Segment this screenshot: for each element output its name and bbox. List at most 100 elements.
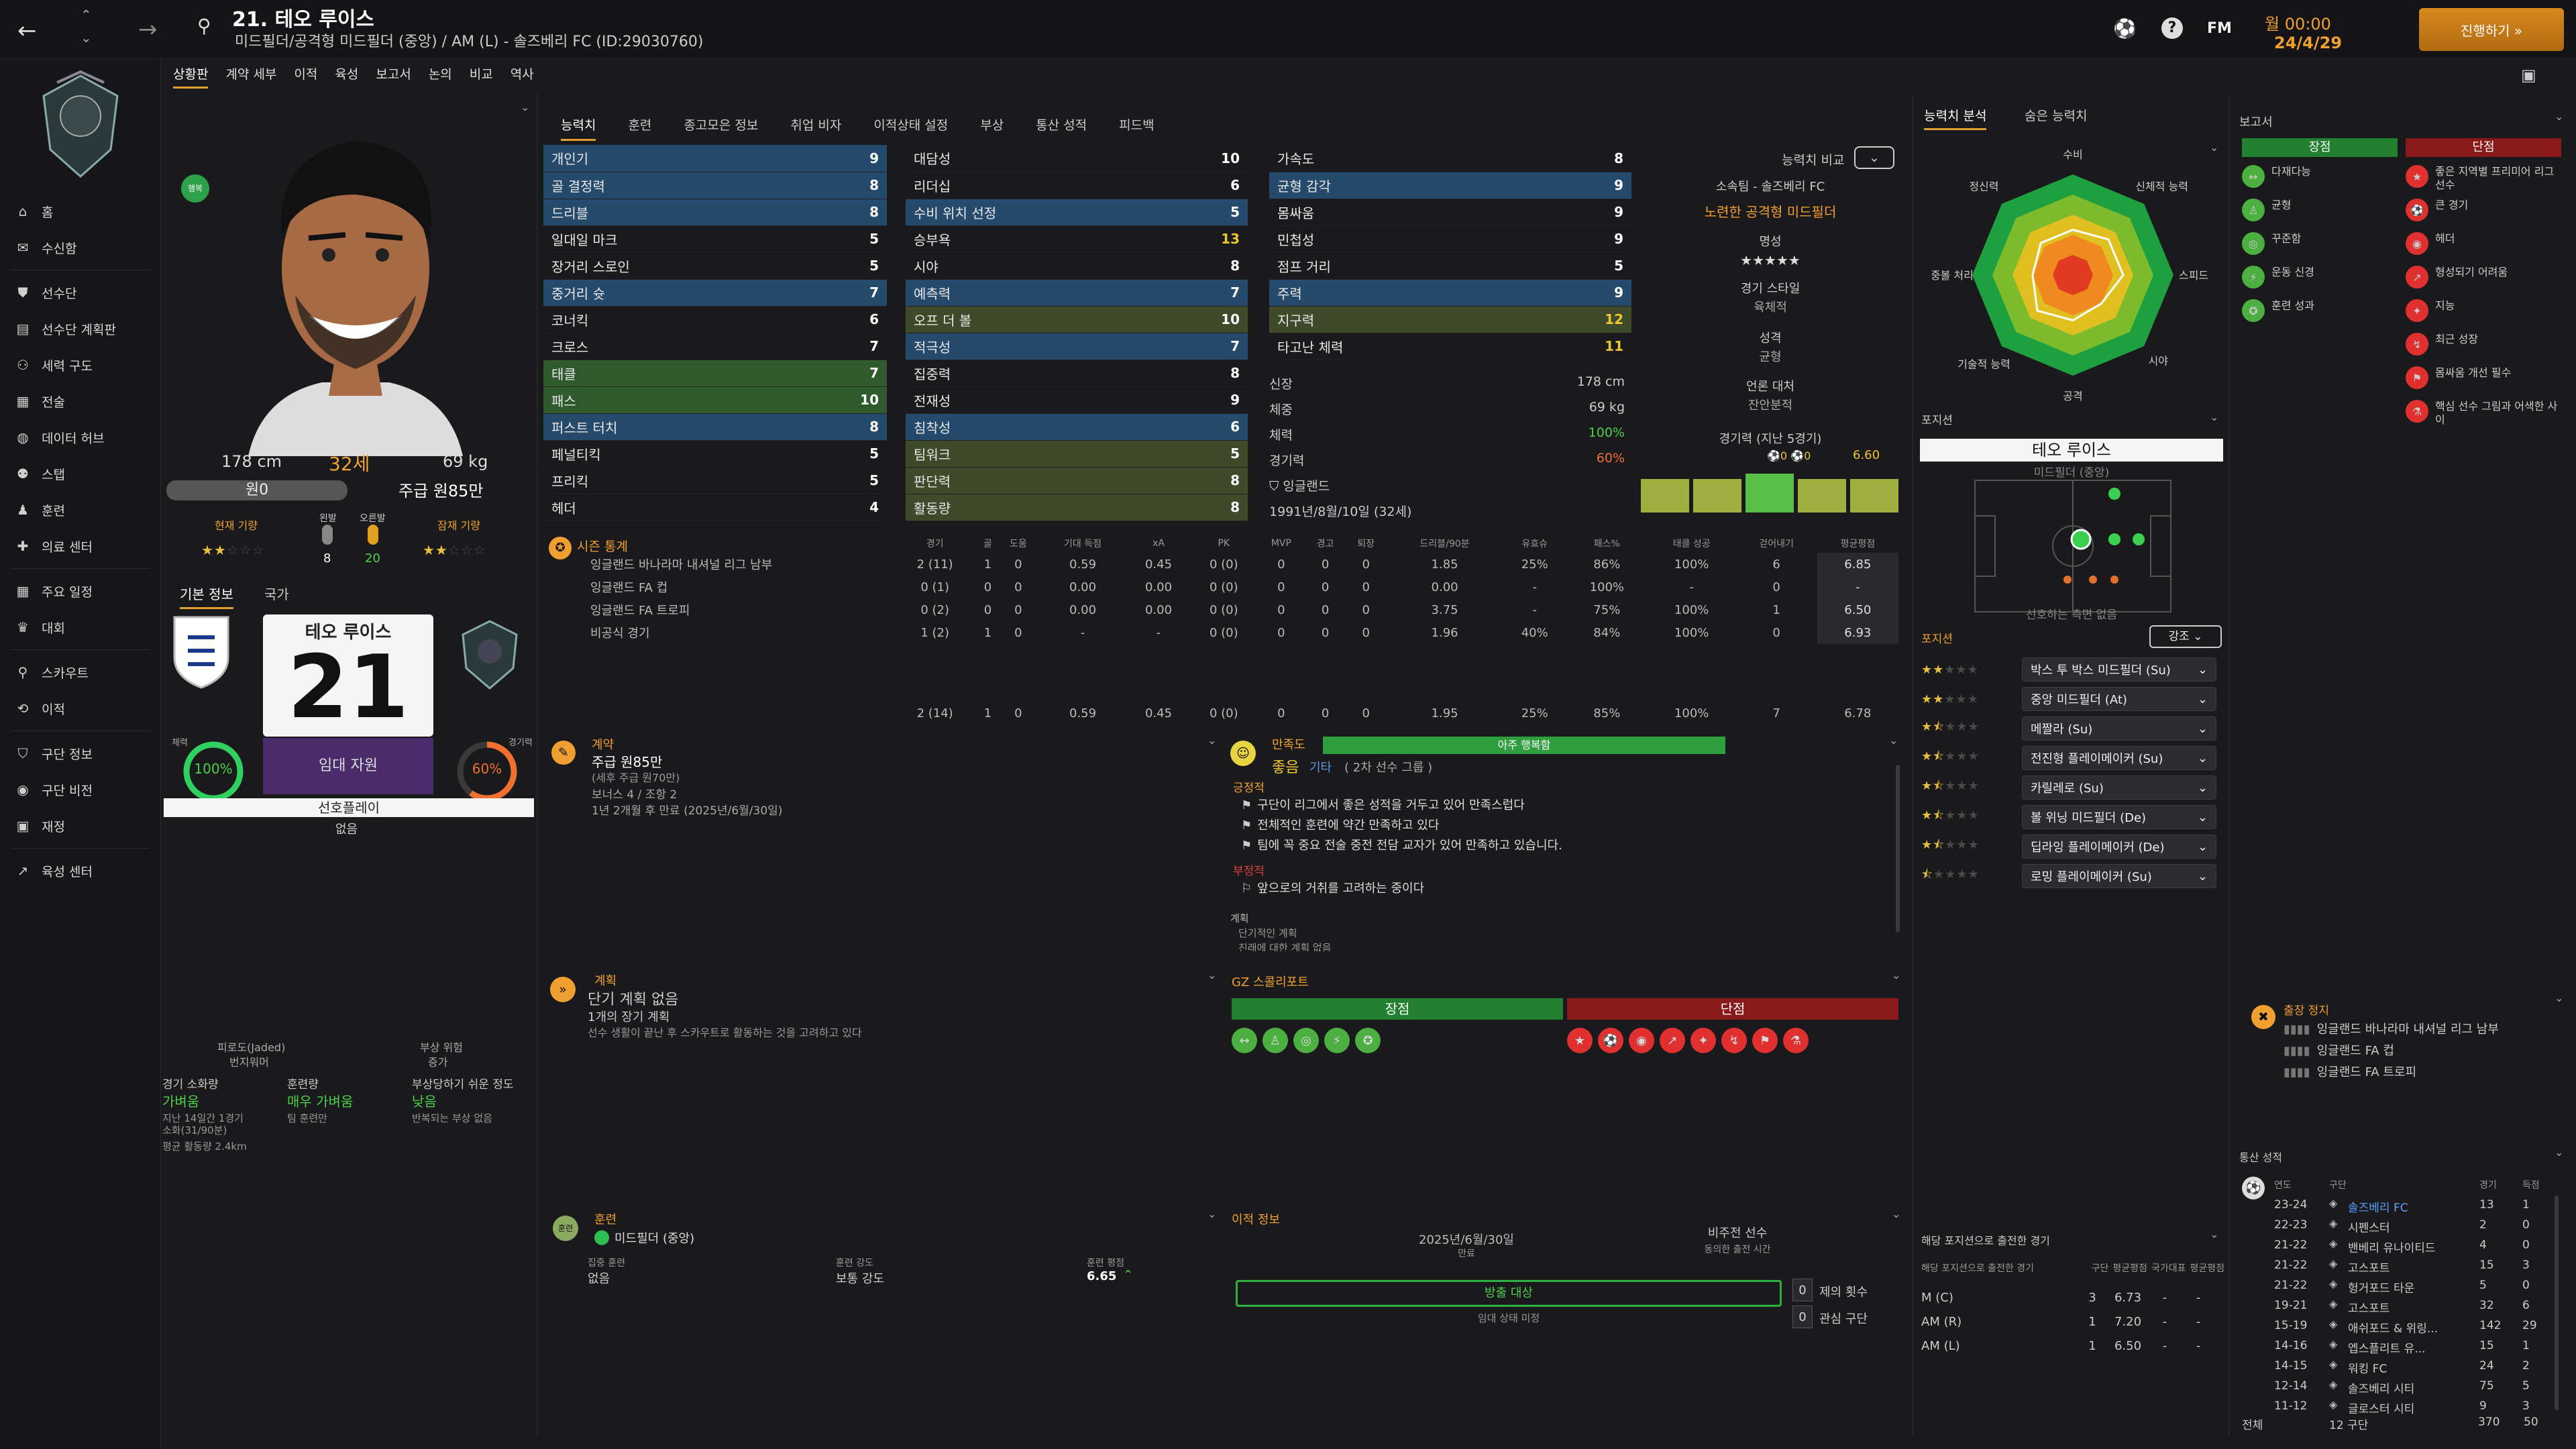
report-item[interactable]: ⚑ 몸싸움 개선 필수 [2406, 366, 2564, 400]
attribute-row[interactable]: 수비 위치 선정 5 [906, 199, 1248, 226]
report-item[interactable]: ★ 좋은 지역별 프리미어 리그 선수 [2406, 165, 2564, 199]
attribute-row[interactable]: 민첩성 9 [1269, 225, 1631, 253]
attribute-row[interactable]: 주력 9 [1269, 279, 1631, 307]
sidebar-item[interactable]: ⚇ 세력 구도 [0, 347, 160, 383]
attribute-row[interactable]: 코너킥 6 [543, 306, 887, 333]
versatile-icon[interactable]: ↔ [1232, 1028, 1257, 1053]
intelligence-icon[interactable]: ✦ [1690, 1028, 1716, 1053]
continue-button[interactable]: 진행하기 » [2419, 8, 2564, 51]
attribute-row[interactable]: 몸싸움 9 [1269, 199, 1631, 226]
tab-item[interactable]: 종고모은 정보 [684, 118, 759, 133]
sidebar-item[interactable]: ◉ 구단 비전 [0, 771, 160, 808]
sidebar-item[interactable]: ⚉ 스탭 [0, 455, 160, 492]
growth-icon[interactable]: ↗ [1660, 1028, 1685, 1053]
role-dropdown[interactable]: 전진형 플레이메이커 (Su) ⌄ [2022, 746, 2216, 770]
roles-title[interactable]: 포지션 [1921, 633, 1953, 646]
submenu-item[interactable]: 계약 세부 [225, 67, 277, 82]
sidebar-item[interactable]: ✚ 의료 센터 [0, 528, 160, 564]
scout-title[interactable]: GZ 스콜리포트 [1232, 975, 1309, 989]
report-item[interactable]: ✦ 지능 [2406, 299, 2564, 333]
back-arrow-icon[interactable]: ← [17, 17, 37, 44]
attribute-row[interactable]: 판단력 8 [906, 467, 1248, 494]
contract-title[interactable]: 계약 [592, 738, 614, 752]
attribute-row[interactable]: 프리킥 5 [543, 467, 887, 494]
tab-item[interactable]: 통산 성적 [1036, 118, 1087, 133]
sidebar-item[interactable]: ◍ 데이터 허브 [0, 419, 160, 455]
sidebar-item[interactable]: ♛ 대회 [0, 609, 160, 645]
plan-title[interactable]: 계획 [594, 974, 617, 988]
report-item[interactable]: ♙ 균형 [2242, 199, 2400, 232]
submenu-item[interactable]: 비교 [469, 67, 493, 82]
attribute-row[interactable]: 퍼스트 터치 8 [543, 413, 887, 441]
career-row[interactable]: 14-15 워킹 FC 24 2 ◈ [2274, 1356, 2556, 1377]
help-icon[interactable]: ? [2161, 17, 2183, 39]
sidebar-item[interactable]: ▣ 재정 [0, 808, 160, 844]
attribute-row[interactable]: 활동량 8 [906, 494, 1248, 521]
chevron-up-icon[interactable]: ⌃ [80, 7, 92, 23]
training-collapse-icon[interactable]: ⌄ [1208, 1208, 1217, 1220]
attribute-row[interactable]: 점프 거리 5 [1269, 252, 1631, 280]
star-icon[interactable]: ★ [1567, 1028, 1593, 1053]
attribute-row[interactable]: 팀워크 5 [906, 440, 1248, 468]
search-icon[interactable]: ⚲ [197, 15, 211, 37]
role-row[interactable]: ★⯪★★★ 메짤라 (Su) ⌄ [1921, 714, 2224, 743]
balance-icon[interactable]: ♙ [1263, 1028, 1288, 1053]
attribute-row[interactable]: 균형 감각 9 [1269, 172, 1631, 199]
report-item[interactable]: ◎ 꾸준함 [2242, 232, 2400, 266]
career-row[interactable]: 12-14 솔즈베리 시티 75 5 ◈ [2274, 1377, 2556, 1397]
tab-hidden-attributes[interactable]: 숨은 능력치 [2025, 109, 2088, 123]
role-row[interactable]: ⯪★★★★ 로밍 플레이메이커 (Su) ⌄ [1921, 861, 2224, 891]
tab-item[interactable]: 취업 비자 [790, 118, 842, 133]
ball-icon[interactable]: ⚽ [2113, 17, 2137, 40]
role-dropdown[interactable]: 메짤라 (Su) ⌄ [2022, 716, 2216, 741]
compare-dropdown[interactable]: ⌄ [1854, 146, 1894, 169]
role-dropdown[interactable]: 로밍 플레이메이커 (Su) ⌄ [2022, 864, 2216, 888]
sidebar-item[interactable]: ⟲ 이적 [0, 690, 160, 727]
attribute-row[interactable]: 크로스 7 [543, 333, 887, 360]
role-row[interactable]: ★⯪★★★ 딥라잉 플레이메이커 (De) ⌄ [1921, 832, 2224, 861]
plan-collapse-icon[interactable]: ⌄ [1208, 969, 1217, 981]
sidebar-item[interactable]: ⚲ 스카우트 [0, 654, 160, 690]
attribute-row[interactable]: 침착성 6 [906, 413, 1248, 441]
role-row[interactable]: ★★★★★ 중앙 미드필더 (At) ⌄ [1921, 684, 2224, 714]
training-title[interactable]: 훈련 [594, 1213, 617, 1227]
attribute-row[interactable]: 시야 8 [906, 252, 1248, 280]
suspension-collapse-icon[interactable]: ⌄ [2555, 991, 2564, 1004]
career-row[interactable]: 22-23 시펜스터 2 0 ◈ [2274, 1216, 2556, 1236]
attribute-row[interactable]: 오프 더 볼 10 [906, 306, 1248, 333]
attribute-row[interactable]: 가속도 8 [1269, 145, 1631, 172]
submenu-item[interactable]: 보고서 [376, 67, 411, 82]
camera-icon[interactable]: ▣ [2521, 66, 2536, 85]
role-dropdown[interactable]: 카릴레로 (Su) ⌄ [2022, 775, 2216, 800]
report-item[interactable]: ⚗ 핵심 선수 그림과 어색한 사이 [2406, 400, 2564, 433]
career-collapse-icon[interactable]: ⌄ [2555, 1146, 2564, 1159]
attribute-row[interactable]: 드리블 8 [543, 199, 887, 226]
tab-item[interactable]: 능력치 [561, 115, 596, 141]
sidebar-item[interactable]: ♟ 훈련 [0, 492, 160, 528]
attribute-row[interactable]: 예측력 7 [906, 279, 1248, 307]
career-row[interactable]: 21-22 헝거포드 타운 5 0 ◈ [2274, 1276, 2556, 1296]
tab-item[interactable]: 이적상태 설정 [873, 118, 949, 133]
training-icon[interactable]: ✪ [1355, 1028, 1381, 1053]
report-item[interactable]: ⚽ 큰 경기 [2406, 199, 2564, 232]
attribute-row[interactable]: 페널티킥 5 [543, 440, 887, 468]
season-row[interactable]: 잉글랜드 바나라마 내셔널 리그 남부 2 (11) 1 0 0.59 0.45 0 (0)… [543, 553, 1898, 576]
season-row[interactable]: 잉글랜드 FA 컵 0 (1) 0 0 0.00 0.00 0 (0) 0 0 0 0.00 - 100… [543, 576, 1898, 598]
attribute-row[interactable]: 전재성 9 [906, 386, 1248, 414]
consistency-icon[interactable]: ◎ [1293, 1028, 1319, 1053]
career-scrollbar[interactable] [2555, 1195, 2559, 1410]
submenu-item[interactable]: 육성 [335, 67, 359, 82]
attribute-row[interactable]: 골 결정력 8 [543, 172, 887, 199]
happiness-scrollbar[interactable] [1896, 765, 1900, 932]
transfer-collapse-icon[interactable]: ⌄ [1892, 1208, 1901, 1220]
career-row[interactable]: 14-16 엡스플리트 유... 15 1 ◈ [2274, 1336, 2556, 1356]
transfer-list-button[interactable]: 방출 대상 [1236, 1280, 1782, 1307]
sidebar-item[interactable]: ▦ 전술 [0, 383, 160, 419]
collapse-chevron-icon[interactable]: ⌄ [521, 101, 530, 113]
report-collapse-icon[interactable]: ⌄ [2555, 110, 2564, 123]
career-row[interactable]: 21-22 고스포트 15 3 ◈ [2274, 1256, 2556, 1276]
role-dropdown[interactable]: 볼 위닝 미드필더 (De) ⌄ [2022, 805, 2216, 829]
career-row[interactable]: 19-21 고스포트 32 6 ◈ [2274, 1296, 2556, 1316]
happiness-title[interactable]: 만족도 [1272, 738, 1305, 752]
